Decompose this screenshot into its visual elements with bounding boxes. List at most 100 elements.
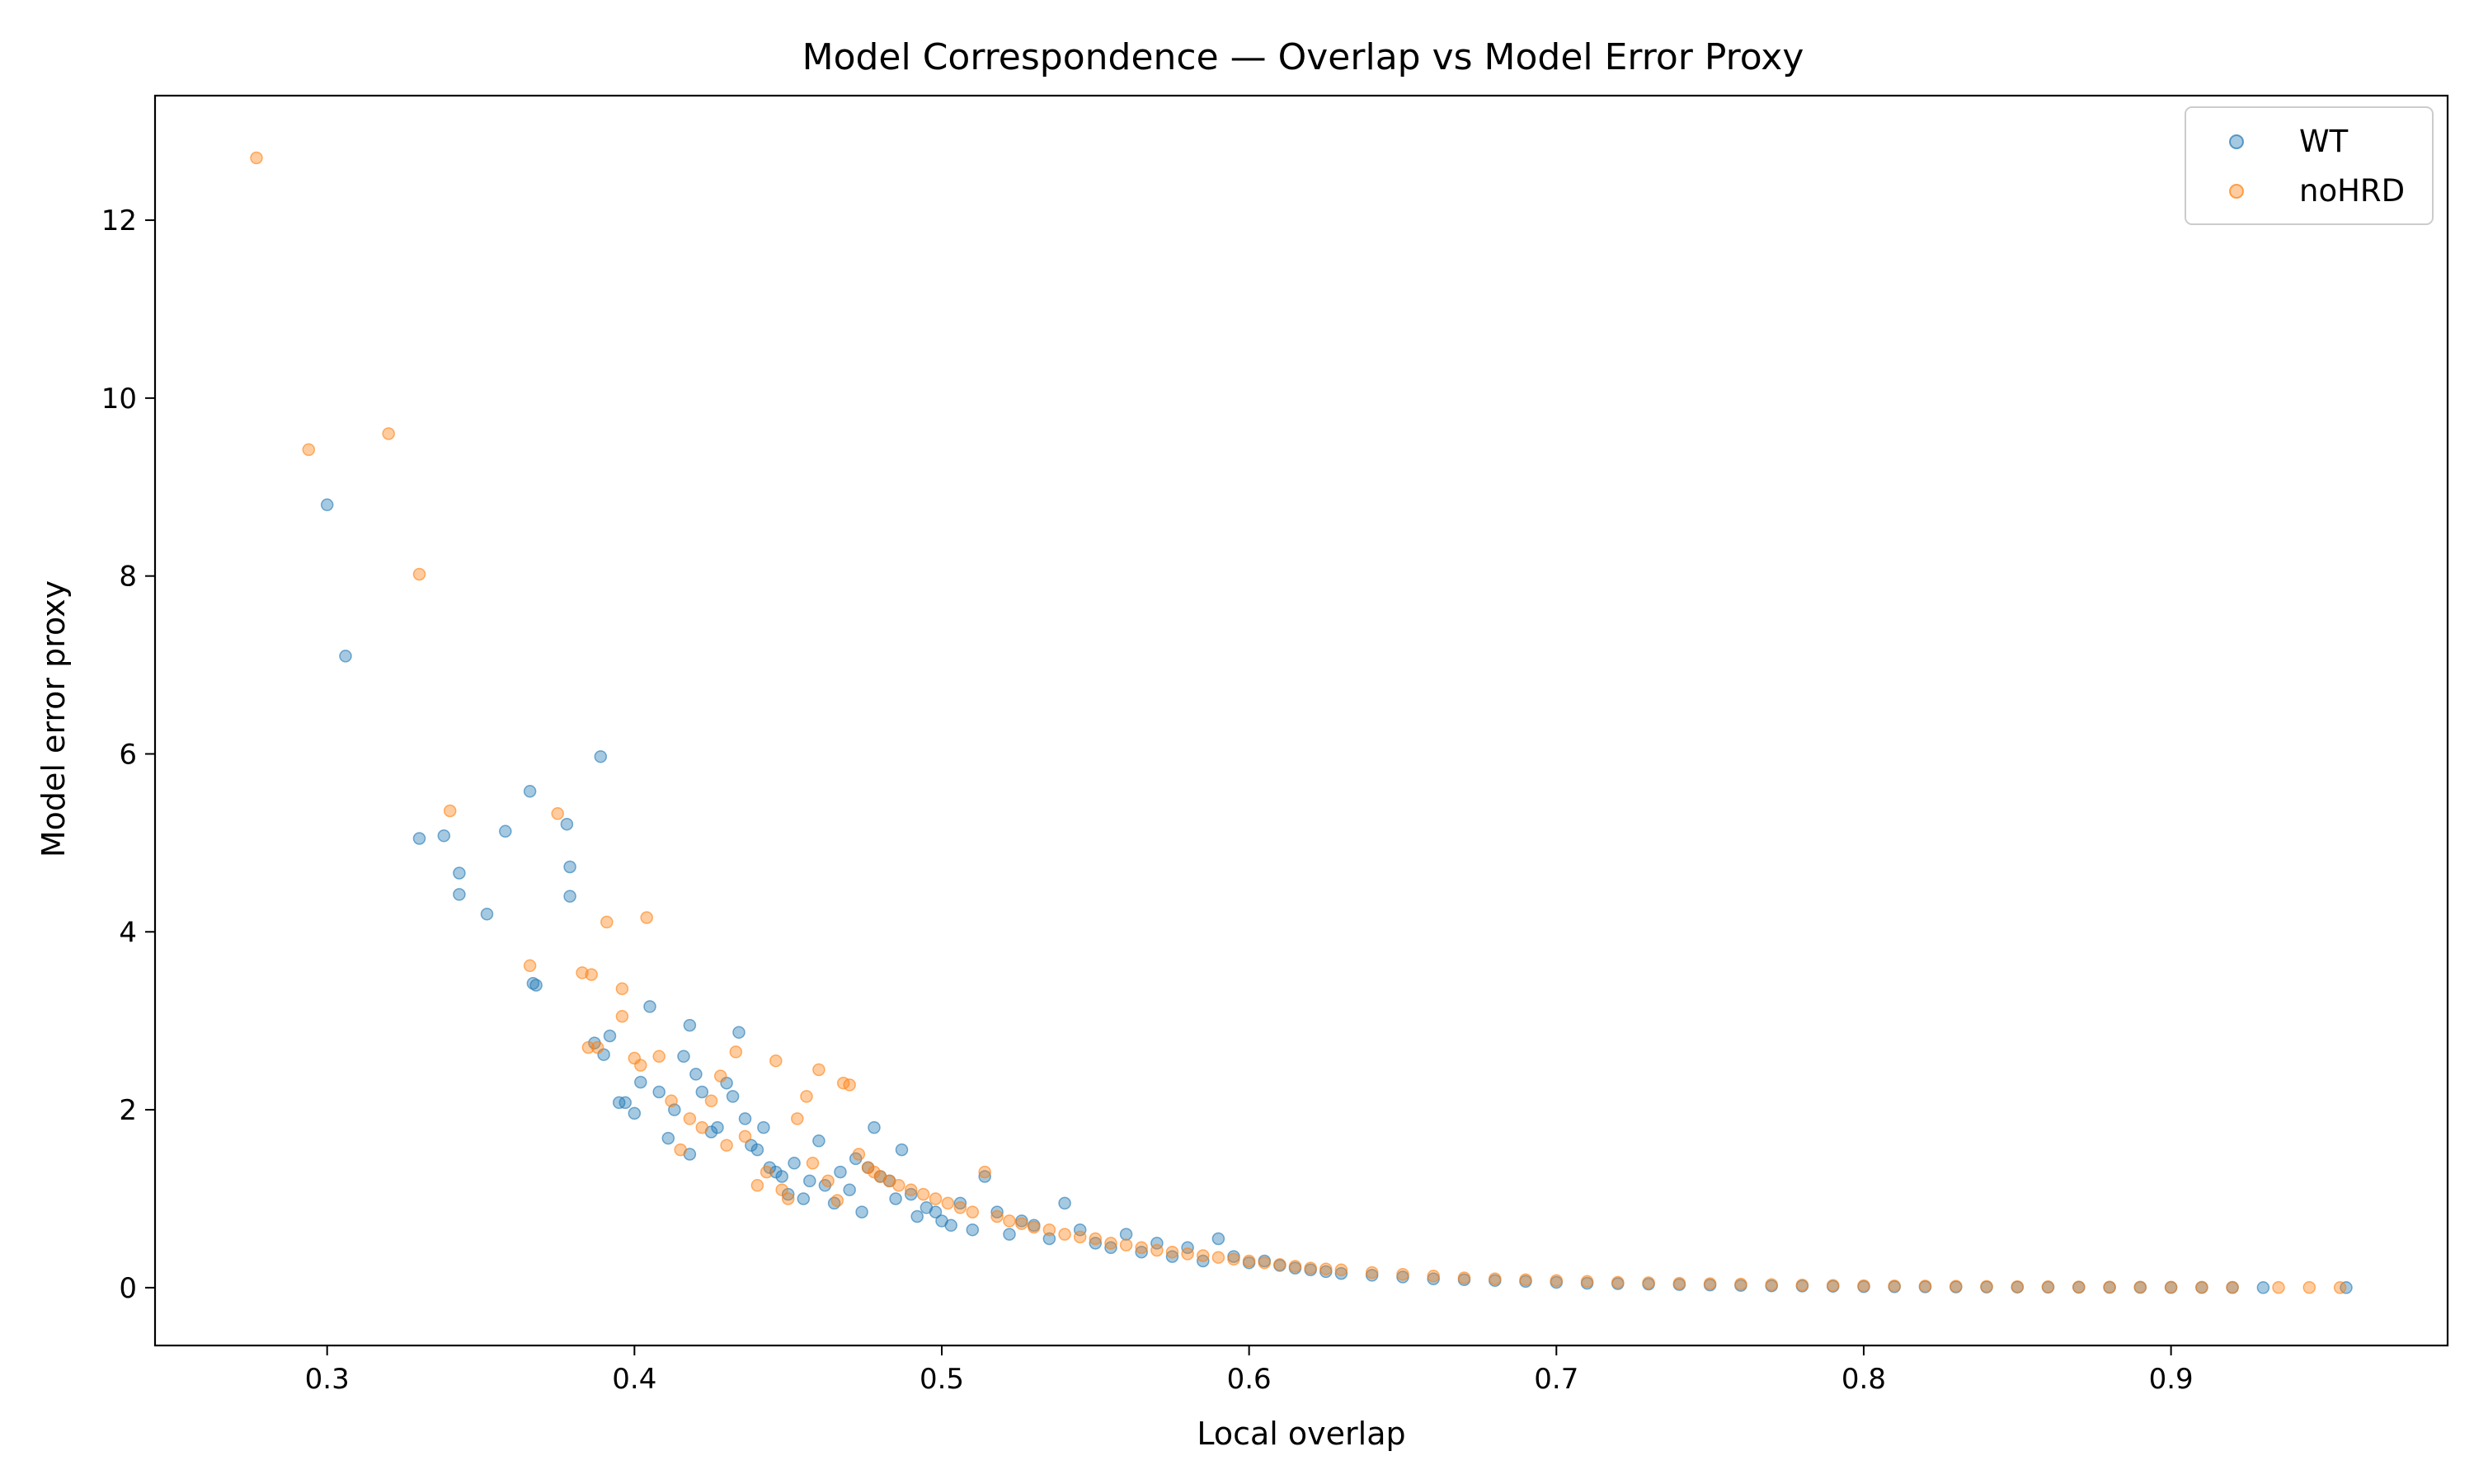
nohrd-point: [1427, 1270, 1440, 1283]
nohrd-point: [1457, 1271, 1471, 1284]
wt-point: [895, 1143, 909, 1157]
nohrd-point: [1672, 1276, 1686, 1290]
wt-point: [775, 1170, 788, 1183]
plot-area: [153, 94, 2449, 1347]
wt-point: [594, 749, 608, 763]
nohrd-point: [1550, 1274, 1564, 1287]
nohrd-point: [652, 1050, 666, 1064]
nohrd-point: [1028, 1220, 1041, 1234]
y-tick-label: 6: [119, 738, 137, 771]
legend: WT noHRD: [2185, 106, 2434, 225]
x-tick-label: 0.7: [1534, 1363, 1578, 1396]
wt-point: [661, 1131, 675, 1145]
wt-point: [803, 1174, 816, 1188]
nohrd-point: [2164, 1280, 2178, 1294]
wt-point: [412, 832, 426, 845]
wt-point: [603, 1029, 617, 1043]
plot-frame: [153, 94, 2449, 1347]
nohrd-point: [1135, 1241, 1148, 1255]
x-tick-label: 0.9: [2149, 1363, 2194, 1396]
wt-point: [732, 1026, 745, 1039]
nohrd-point: [1058, 1228, 1071, 1241]
legend-marker-wt: [2229, 134, 2244, 149]
nohrd-point: [750, 1179, 764, 1192]
wt-point: [953, 1196, 967, 1210]
nohrd-point: [1950, 1280, 1963, 1293]
nohrd-point: [1642, 1276, 1655, 1289]
nohrd-point: [1165, 1245, 1179, 1259]
nohrd-point: [695, 1120, 709, 1134]
wt-point: [788, 1157, 801, 1170]
wt-point: [523, 785, 537, 798]
nohrd-point: [615, 982, 629, 996]
y-tick-label: 10: [101, 383, 137, 416]
nohrd-point: [674, 1143, 687, 1157]
nohrd-point: [1089, 1232, 1103, 1246]
nohrd-point: [953, 1201, 967, 1214]
nohrd-point: [2333, 1281, 2347, 1294]
nohrd-point: [1519, 1273, 1532, 1286]
nohrd-point: [2226, 1280, 2239, 1294]
wt-point: [812, 1134, 825, 1148]
y-tick-label: 12: [101, 204, 137, 237]
nohrd-point: [2302, 1280, 2316, 1294]
nohrd-point: [1258, 1256, 1272, 1270]
wt-point: [889, 1192, 902, 1205]
wt-point: [843, 1183, 856, 1196]
nohrd-point: [729, 1045, 743, 1059]
nohrd-point: [634, 1059, 647, 1072]
nohrd-point: [302, 443, 316, 457]
nohrd-point: [781, 1192, 795, 1205]
nohrd-point: [523, 959, 537, 973]
nohrd-point: [800, 1090, 813, 1103]
nohrd-point: [1181, 1247, 1194, 1261]
chart-title: Model Correspondence — Overlap vs Model …: [802, 36, 1804, 78]
wt-point: [563, 890, 576, 903]
wt-point: [944, 1219, 957, 1233]
nohrd-point: [830, 1194, 844, 1207]
wt-point: [2256, 1281, 2270, 1294]
nohrd-point: [738, 1129, 752, 1144]
nohrd-point: [760, 1165, 774, 1179]
wt-point: [1165, 1250, 1179, 1263]
nohrd-point: [412, 567, 426, 581]
nohrd-point: [1980, 1280, 1993, 1294]
nohrd-point: [443, 804, 457, 818]
legend-box: [2185, 106, 2434, 225]
x-tick-label: 0.3: [305, 1363, 350, 1396]
nohrd-point: [1003, 1214, 1016, 1228]
wt-point: [990, 1205, 1004, 1219]
wt-point: [910, 1209, 924, 1223]
wt-point: [750, 1143, 764, 1157]
nohrd-point: [852, 1148, 866, 1161]
nohrd-point: [1826, 1279, 1840, 1292]
nohrd-point: [382, 427, 395, 440]
nohrd-point: [929, 1192, 943, 1205]
y-axis-label: Model error proxy: [35, 580, 72, 857]
x-tick-label: 0.5: [920, 1363, 964, 1396]
nohrd-point: [1150, 1243, 1164, 1257]
nohrd-point: [665, 1094, 678, 1108]
nohrd-point: [2272, 1280, 2285, 1294]
nohrd-point: [892, 1179, 905, 1192]
y-axis: 0 2 4 6 8 10 12: [101, 204, 155, 1305]
nohrd-point: [1857, 1279, 1870, 1293]
nohrd-point: [704, 1094, 718, 1108]
nohrd-point: [581, 1040, 595, 1054]
wt-point: [634, 1075, 647, 1089]
nohrd-point: [1073, 1230, 1087, 1244]
nohrd-point: [2072, 1280, 2086, 1294]
wt-point: [1089, 1237, 1103, 1250]
y-tick-label: 2: [119, 1094, 137, 1127]
x-axis-label: Local overlap: [1197, 1416, 1405, 1452]
wt-point: [643, 1000, 656, 1013]
nohrd-point: [1288, 1260, 1302, 1273]
wt-point: [1058, 1196, 1071, 1210]
wt-point: [929, 1205, 943, 1219]
nohrd-point: [1304, 1261, 1317, 1275]
nohrd-point: [1242, 1254, 1256, 1268]
legend-label-nohrd: noHRD: [2299, 173, 2405, 209]
nohrd-point: [1703, 1277, 1717, 1290]
wt-point: [978, 1170, 991, 1183]
